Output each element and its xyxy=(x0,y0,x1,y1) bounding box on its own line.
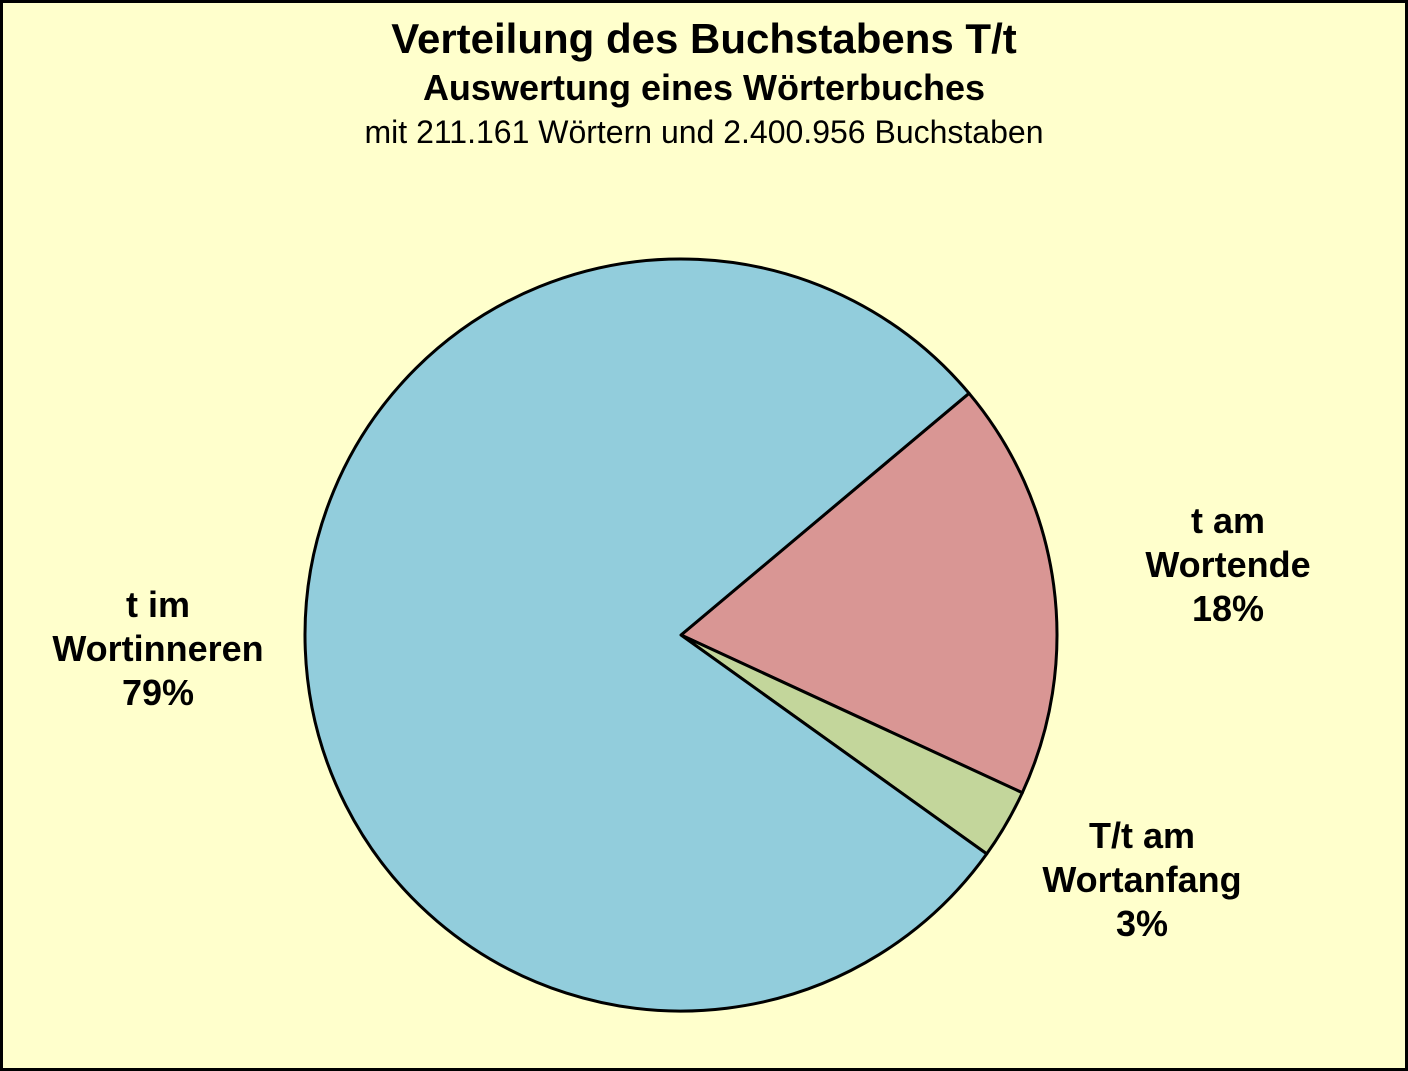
slice-label-percent: 18% xyxy=(1191,588,1265,629)
chart-title: Verteilung des Buchstabens T/t xyxy=(391,15,1017,62)
slice-label-line: Wortende xyxy=(1145,544,1311,585)
slice-label-line: Wortanfang xyxy=(1042,859,1242,900)
chart-stats-line: mit 211.161 Wörtern und 2.400.956 Buchst… xyxy=(364,114,1044,150)
pie-chart xyxy=(303,257,1059,1013)
slice-label-percent: 3% xyxy=(1115,903,1169,944)
slice-label-percent: 79% xyxy=(121,672,195,713)
slice-label-line: t am xyxy=(1190,500,1266,541)
chart-subtitle: Auswertung eines Wörterbuches xyxy=(422,67,986,108)
slice-label-line: Wortinneren xyxy=(52,628,264,669)
slice-label-wortende: t am Wortende 18% xyxy=(1145,499,1310,631)
slice-label-wortanfang: T/t am Wortanfang 3% xyxy=(1042,814,1241,946)
slice-label-wortinneren: t im Wortinneren 79% xyxy=(52,583,263,715)
pie-slice-t-im-wortinneren xyxy=(303,257,989,1013)
chart-header: Verteilung des Buchstabens T/t Auswertun… xyxy=(3,3,1405,151)
slice-label-line: t im xyxy=(125,584,190,625)
pie-slice-t-am-wortende xyxy=(679,391,1059,795)
slice-label-line: T/t am xyxy=(1088,815,1196,856)
